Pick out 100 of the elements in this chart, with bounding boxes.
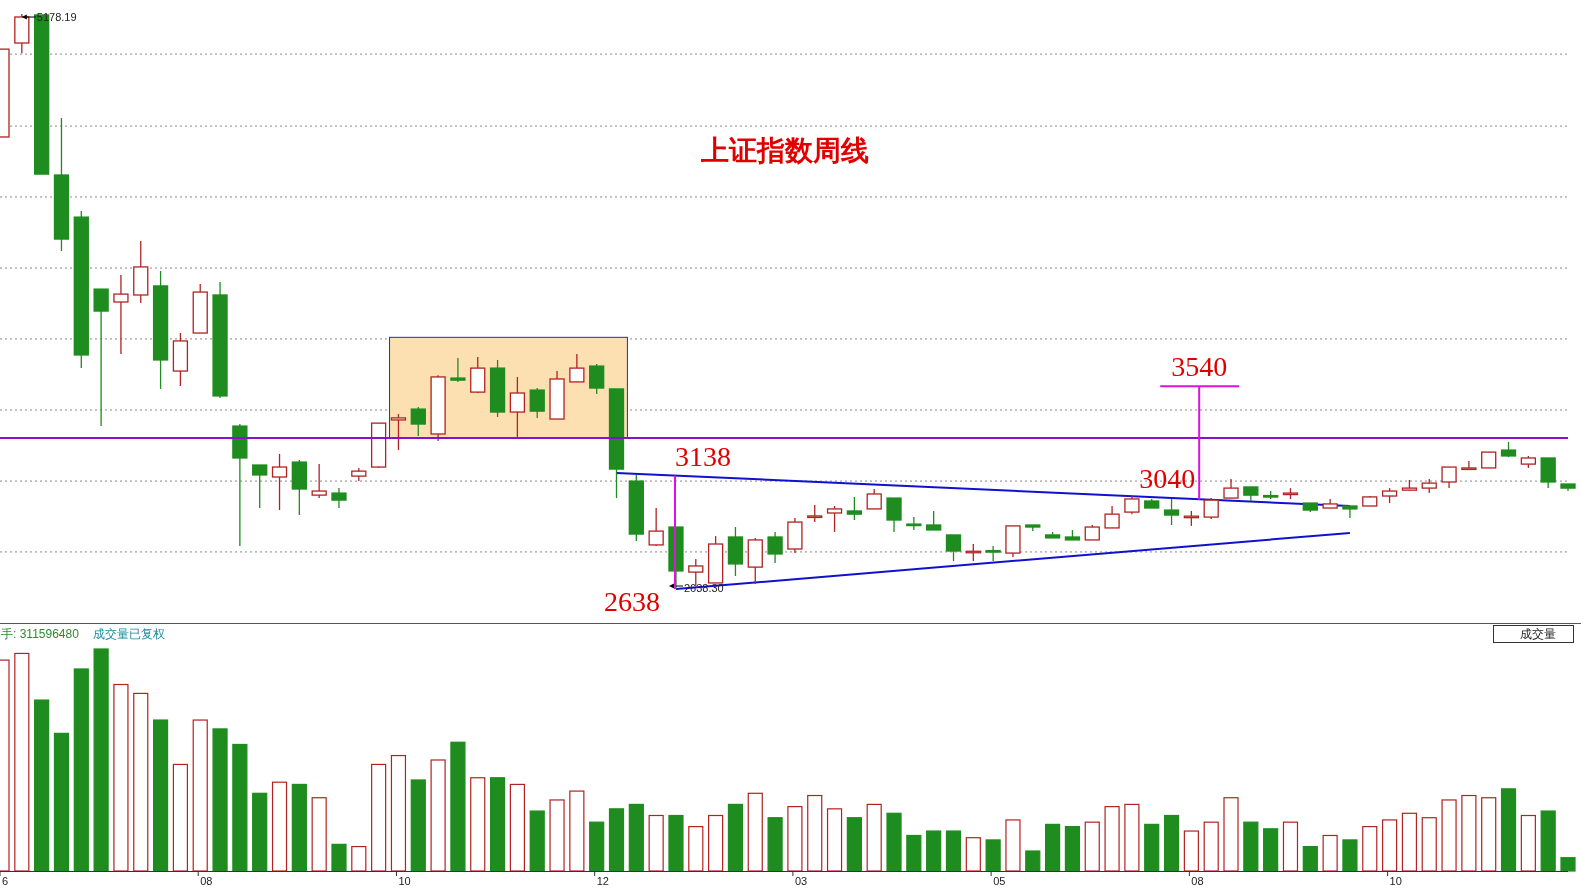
bar xyxy=(846,817,862,872)
bar xyxy=(1421,817,1437,872)
bar xyxy=(1401,812,1418,872)
candlestick xyxy=(767,531,783,564)
bar xyxy=(1362,826,1378,872)
bar xyxy=(192,719,208,872)
candlestick xyxy=(985,545,1001,562)
x-tick-label: 08 xyxy=(1191,875,1204,887)
bar xyxy=(331,843,347,872)
candlestick xyxy=(648,507,664,547)
bar xyxy=(470,777,486,872)
bar xyxy=(589,821,605,872)
bar xyxy=(450,741,466,872)
x-tick-label: 10 xyxy=(398,875,411,887)
bar xyxy=(906,834,922,872)
candlestick xyxy=(93,288,109,427)
text: 手: 311596480 xyxy=(1,627,80,641)
candlestick xyxy=(509,376,526,438)
bar xyxy=(152,719,169,872)
bar xyxy=(1481,797,1497,872)
bar xyxy=(965,837,981,872)
candlestick xyxy=(826,505,843,533)
bar xyxy=(688,826,704,872)
bar xyxy=(1560,857,1576,872)
candlestick xyxy=(450,357,466,383)
candlestick xyxy=(410,406,426,437)
bar xyxy=(1163,814,1180,872)
bar xyxy=(172,763,189,872)
candlestick xyxy=(252,464,268,509)
bar xyxy=(926,830,942,872)
bar xyxy=(1342,839,1358,872)
candlestick xyxy=(1441,466,1457,489)
bar xyxy=(727,803,744,872)
bar xyxy=(34,699,50,872)
text: 成交量已复权 xyxy=(93,627,165,641)
bar xyxy=(133,692,149,872)
annotation: 2638 xyxy=(603,586,660,618)
bar xyxy=(529,810,545,872)
bar xyxy=(390,754,407,872)
candlestick xyxy=(1223,478,1239,499)
candlestick xyxy=(866,488,882,510)
bar xyxy=(866,803,882,872)
bar xyxy=(1005,819,1021,872)
bar xyxy=(985,839,1001,872)
candlestick xyxy=(569,353,585,383)
bar xyxy=(628,803,644,872)
bar xyxy=(252,792,268,872)
bar xyxy=(1025,850,1041,872)
bar xyxy=(549,799,565,872)
bar xyxy=(1203,821,1219,872)
bar xyxy=(1263,828,1279,872)
candlestick xyxy=(1104,505,1120,529)
bar xyxy=(1282,821,1299,872)
bar xyxy=(53,732,70,872)
bar xyxy=(826,808,843,872)
bar xyxy=(351,845,367,872)
x-tick-label: 08 xyxy=(200,875,213,887)
bar xyxy=(1064,826,1081,872)
bar xyxy=(1183,830,1199,872)
bar xyxy=(1322,834,1338,872)
x-tick-label: 03 xyxy=(794,875,808,887)
candlestick xyxy=(886,497,902,533)
candlestick xyxy=(1461,460,1477,471)
bar xyxy=(1500,788,1517,872)
annotation: 3138 xyxy=(674,440,731,472)
bar xyxy=(1104,806,1120,872)
x-tick-label: 05 xyxy=(993,875,1006,887)
bar xyxy=(648,814,664,872)
bar xyxy=(1124,803,1140,872)
candlestick xyxy=(470,356,486,394)
candlestick xyxy=(1124,495,1140,515)
bar xyxy=(291,783,307,872)
bar xyxy=(1520,814,1536,872)
bar xyxy=(1144,823,1160,872)
candlestick xyxy=(311,463,327,499)
bar xyxy=(232,743,248,872)
bar xyxy=(1461,794,1477,872)
candlestick xyxy=(1540,457,1556,489)
x-tick-label: 10 xyxy=(1389,875,1402,887)
bar xyxy=(113,683,129,872)
bar xyxy=(1441,799,1457,872)
candlestick xyxy=(846,496,863,521)
candlestick xyxy=(331,487,347,509)
candlestick xyxy=(1163,498,1180,526)
annotation: 3540 xyxy=(1171,351,1228,383)
bar xyxy=(1084,821,1100,872)
bar xyxy=(1045,823,1061,872)
bar xyxy=(668,814,684,872)
bar xyxy=(1381,819,1398,872)
bar xyxy=(1540,810,1556,872)
bar xyxy=(489,777,506,872)
candlestick xyxy=(113,274,129,355)
bar xyxy=(747,792,763,872)
x-tick-label: 12 xyxy=(596,875,609,887)
x-tick-label: 6 xyxy=(2,875,9,887)
candlestick xyxy=(1342,505,1358,519)
bar xyxy=(93,648,109,872)
bar xyxy=(430,759,446,872)
bar xyxy=(509,783,525,872)
candlestick xyxy=(926,510,942,531)
